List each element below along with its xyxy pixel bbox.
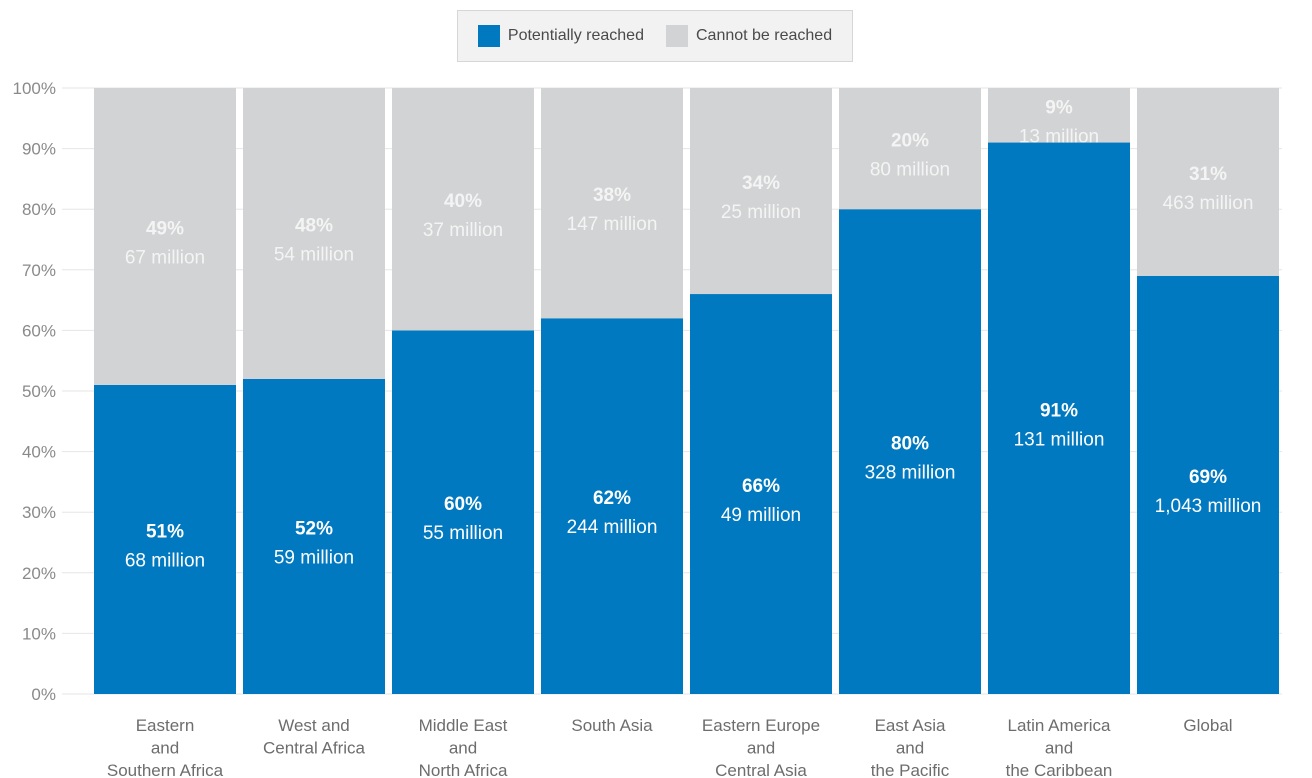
y-tick-label: 40% bbox=[22, 443, 56, 462]
data-label-count-unreached: 80 million bbox=[870, 160, 950, 181]
x-category-label: the Caribbean bbox=[1006, 761, 1113, 778]
bar-segment-potentially-reached bbox=[1137, 275, 1279, 694]
data-label-count-reached: 244 million bbox=[567, 517, 658, 538]
y-tick-label: 0% bbox=[31, 685, 56, 704]
data-label-pct-reached: 66% bbox=[742, 476, 780, 497]
data-label-pct-reached: 51% bbox=[146, 521, 184, 542]
bar-segment-cannot-be-reached bbox=[541, 88, 683, 319]
legend-label-potentially-reached: Potentially reached bbox=[507, 27, 644, 44]
x-category-label: and bbox=[896, 739, 924, 758]
bar-segment-cannot-be-reached bbox=[94, 88, 236, 385]
legend-swatch-cannot-be-reached bbox=[665, 25, 688, 47]
x-category-label: and bbox=[1045, 739, 1073, 758]
data-label-count-unreached: 25 million bbox=[721, 202, 801, 223]
x-category-label: West and bbox=[278, 716, 350, 735]
data-label-pct-reached: 80% bbox=[891, 434, 929, 455]
x-category-label: East Asia bbox=[875, 716, 946, 735]
data-label-pct-reached: 52% bbox=[295, 518, 333, 539]
data-label-pct-unreached: 9% bbox=[1045, 97, 1073, 118]
data-label-count-reached: 131 million bbox=[1014, 429, 1105, 450]
legend-label-cannot-be-reached: Cannot be reached bbox=[695, 27, 833, 44]
legend-swatch-potentially-reached bbox=[477, 25, 500, 47]
x-category-label: the Pacific bbox=[871, 761, 950, 778]
y-tick-label: 10% bbox=[22, 624, 56, 643]
bar-segment-cannot-be-reached bbox=[392, 88, 534, 331]
x-category-label: Global bbox=[1183, 716, 1232, 735]
data-label-count-unreached: 67 million bbox=[125, 247, 205, 268]
data-label-count-unreached: 37 million bbox=[423, 220, 503, 241]
legend-item-potentially-reached: Potentially reached bbox=[477, 25, 644, 47]
data-label-pct-unreached: 31% bbox=[1189, 164, 1227, 185]
data-label-count-reached: 55 million bbox=[423, 523, 503, 544]
y-tick-label: 100% bbox=[13, 79, 56, 98]
data-label-pct-unreached: 49% bbox=[146, 218, 184, 239]
data-label-count-reached: 1,043 million bbox=[1155, 496, 1262, 517]
bar-segment-cannot-be-reached bbox=[690, 88, 832, 295]
bar-segment-cannot-be-reached bbox=[243, 88, 385, 379]
y-tick-label: 30% bbox=[22, 503, 56, 522]
x-category-label: Middle East bbox=[419, 716, 508, 735]
data-label-pct-unreached: 20% bbox=[891, 131, 929, 152]
y-tick-label: 60% bbox=[22, 321, 56, 340]
data-label-count-unreached: 54 million bbox=[274, 244, 354, 265]
data-label-count-unreached: 463 million bbox=[1163, 193, 1254, 214]
legend-item-cannot-be-reached: Cannot be reached bbox=[665, 25, 833, 47]
x-category-label: Latin America bbox=[1008, 716, 1112, 735]
data-label-count-reached: 49 million bbox=[721, 505, 801, 526]
bar-segment-cannot-be-reached bbox=[1137, 88, 1279, 276]
data-label-pct-unreached: 34% bbox=[742, 173, 780, 194]
bar-segment-potentially-reached bbox=[392, 330, 534, 694]
bar-segment-potentially-reached bbox=[839, 209, 981, 694]
x-category-label: Eastern Europe bbox=[702, 716, 820, 735]
data-label-pct-reached: 62% bbox=[593, 488, 631, 509]
y-tick-label: 70% bbox=[22, 261, 56, 280]
data-label-pct-reached: 69% bbox=[1189, 467, 1227, 488]
y-tick-label: 80% bbox=[22, 200, 56, 219]
bar-segment-potentially-reached bbox=[243, 378, 385, 694]
y-tick-label: 20% bbox=[22, 564, 56, 583]
bar-segment-potentially-reached bbox=[541, 318, 683, 694]
x-category-label: North Africa bbox=[419, 761, 508, 778]
bar-segment-cannot-be-reached bbox=[988, 88, 1130, 143]
x-category-label: Central Asia bbox=[715, 761, 807, 778]
data-label-count-unreached: 147 million bbox=[567, 214, 658, 235]
bar-segment-cannot-be-reached bbox=[839, 88, 981, 210]
data-label-pct-reached: 60% bbox=[444, 494, 482, 515]
x-category-label: and bbox=[747, 739, 775, 758]
x-category-label: and bbox=[449, 739, 477, 758]
y-tick-label: 90% bbox=[22, 140, 56, 159]
bar-segment-potentially-reached bbox=[690, 294, 832, 694]
bar-segment-potentially-reached bbox=[94, 384, 236, 694]
x-category-label: Eastern bbox=[136, 716, 195, 735]
chart-legend: Potentially reached Cannot be reached bbox=[457, 10, 853, 62]
data-label-count-unreached: 13 million bbox=[1019, 126, 1099, 147]
y-tick-label: 50% bbox=[22, 382, 56, 401]
x-category-label: South Asia bbox=[571, 716, 653, 735]
data-label-pct-unreached: 48% bbox=[295, 215, 333, 236]
data-label-count-reached: 328 million bbox=[865, 463, 956, 484]
data-label-pct-unreached: 40% bbox=[444, 191, 482, 212]
data-label-pct-unreached: 38% bbox=[593, 185, 631, 206]
data-label-pct-reached: 91% bbox=[1040, 400, 1078, 421]
x-category-label: Southern Africa bbox=[107, 761, 224, 778]
data-label-count-reached: 59 million bbox=[274, 547, 354, 568]
x-category-label: and bbox=[151, 739, 179, 758]
data-label-count-reached: 68 million bbox=[125, 550, 205, 571]
bar-segment-potentially-reached bbox=[988, 142, 1130, 695]
x-category-label: Central Africa bbox=[263, 739, 366, 758]
